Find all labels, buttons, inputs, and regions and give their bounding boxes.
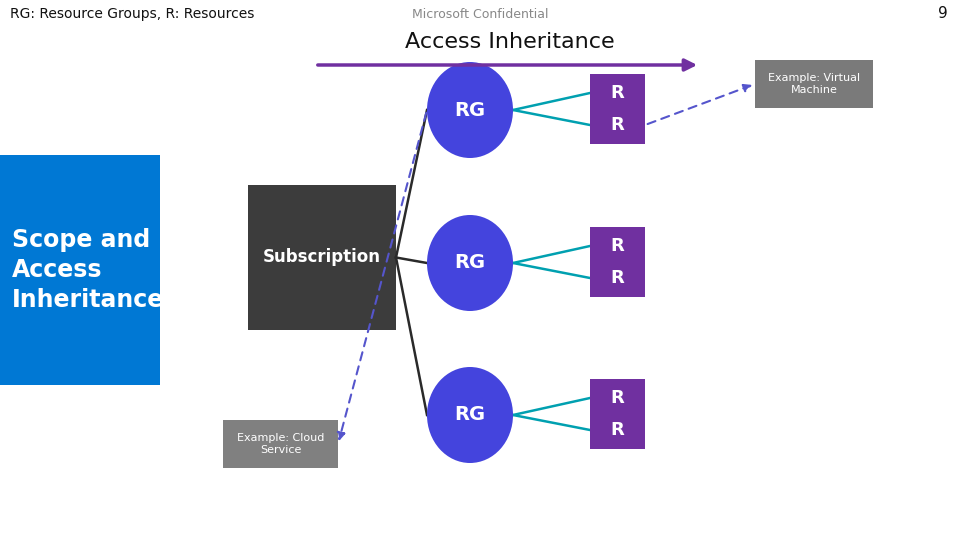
Text: RG: RG <box>454 406 486 424</box>
Text: R: R <box>611 269 624 287</box>
Text: RG: RG <box>454 100 486 119</box>
Text: RG: Resource Groups, R: Resources: RG: Resource Groups, R: Resources <box>10 7 254 21</box>
Text: R: R <box>611 237 624 255</box>
Ellipse shape <box>427 215 513 311</box>
Text: Example: Virtual
Machine: Example: Virtual Machine <box>768 73 860 95</box>
Bar <box>590 411 645 449</box>
Text: R: R <box>611 389 624 407</box>
Bar <box>223 420 338 468</box>
Text: 9: 9 <box>938 6 948 22</box>
Text: Subscription: Subscription <box>263 248 381 267</box>
Text: R: R <box>611 84 624 102</box>
Text: Scope and
Access
Inheritance: Scope and Access Inheritance <box>12 228 164 312</box>
Bar <box>590 106 645 144</box>
Ellipse shape <box>427 62 513 158</box>
Bar <box>590 74 645 112</box>
Ellipse shape <box>427 367 513 463</box>
Text: Example: Cloud
Service: Example: Cloud Service <box>237 433 324 455</box>
Text: Microsoft Confidential: Microsoft Confidential <box>412 8 548 21</box>
Text: R: R <box>611 116 624 134</box>
Text: Access Inheritance: Access Inheritance <box>405 32 614 52</box>
Bar <box>248 185 396 330</box>
Bar <box>755 60 873 108</box>
Text: RG: RG <box>454 253 486 273</box>
Bar <box>590 227 645 265</box>
Bar <box>0 155 160 385</box>
Bar <box>590 259 645 297</box>
Text: R: R <box>611 421 624 439</box>
Bar <box>590 379 645 417</box>
